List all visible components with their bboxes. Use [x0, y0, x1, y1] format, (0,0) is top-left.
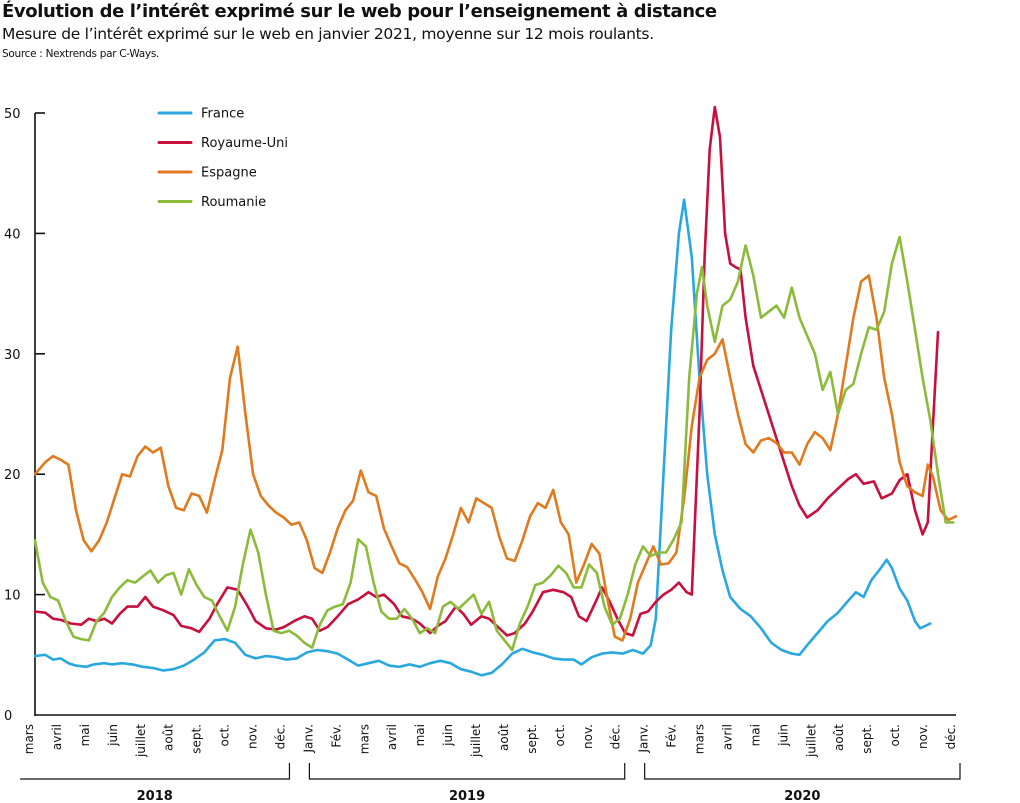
x-tick-label: mai: [413, 724, 427, 746]
legend: France Royaume-Uni Espagne Roumanie: [157, 107, 288, 210]
x-tick-label: août: [832, 724, 846, 751]
y-tick-label: 0: [4, 709, 12, 724]
x-tick-label: déc.: [609, 724, 623, 749]
x-tick-label: oct.: [553, 724, 567, 746]
x-tick-label: avril: [385, 724, 399, 750]
x-tick-label: déc.: [944, 724, 958, 749]
x-tick-label: juin: [441, 724, 455, 747]
x-tick-label: oct.: [218, 724, 232, 746]
legend-label: Espagne: [201, 166, 257, 181]
series-line-espagne: [33, 274, 958, 642]
x-tick-label: nov.: [916, 724, 930, 749]
x-tick-label: mars: [357, 724, 371, 754]
year-label: 2020: [784, 789, 820, 803]
x-tick-label: sept.: [525, 724, 539, 754]
x-tick-label: Janv.: [637, 724, 651, 753]
y-tick-label: 50: [4, 107, 21, 122]
axes: 0 10 20 30 40 50: [4, 107, 956, 724]
x-tick-label: août: [497, 724, 511, 751]
x-tick-label: juillet: [134, 724, 148, 758]
x-tick-label: avril: [50, 724, 64, 750]
x-tick-label: Janv.: [301, 724, 315, 753]
year-bracket: [644, 763, 961, 780]
x-tick-label: mai: [78, 724, 92, 746]
x-tick-label: nov.: [581, 724, 595, 749]
chart-source: Source : Nextrends par C-Ways.: [2, 48, 160, 60]
series-line-royaume-uni: [33, 105, 940, 637]
x-tick-label: Fév.: [665, 724, 679, 748]
legend-label: Royaume-Uni: [201, 136, 288, 151]
x-tick-label: mars: [22, 724, 36, 754]
series-line-roumanie: [33, 235, 955, 652]
x-axis: mars avril mai juin juillet août sept. oct. nov.…: [20, 724, 961, 803]
year-bracket: [20, 763, 291, 780]
legend-label: Roumanie: [201, 195, 266, 210]
x-tick-label: juin: [106, 724, 120, 747]
x-tick-label: mai: [748, 724, 762, 746]
y-tick-label: 30: [4, 348, 21, 363]
x-tick-label: Fév.: [329, 724, 343, 748]
x-tick-label: sept.: [190, 724, 204, 754]
legend-label: France: [201, 107, 244, 122]
x-tick-label: juin: [776, 724, 790, 747]
y-tick-label: 10: [4, 589, 21, 604]
x-tick-label: juillet: [469, 724, 483, 758]
x-tick-label: août: [162, 724, 176, 751]
year-bracket: [308, 763, 626, 780]
x-tick-label: déc.: [273, 724, 287, 749]
y-tick-label: 40: [4, 227, 21, 242]
x-tick-label: oct.: [888, 724, 902, 746]
year-label: 2019: [449, 789, 485, 803]
x-tick-label: sept.: [860, 724, 874, 754]
x-tick-label: juillet: [804, 724, 818, 758]
chart-title: Évolution de l’intérêt exprimé sur le we…: [2, 1, 717, 22]
x-tick-label: avril: [720, 724, 734, 750]
chart-subtitle: Mesure de l’intérêt exprimé sur le web e…: [2, 25, 654, 43]
x-tick-label: mars: [693, 724, 707, 754]
series-line-france: [33, 198, 932, 677]
y-tick-label: 20: [4, 468, 21, 483]
year-label: 2018: [137, 789, 173, 803]
x-tick-label: nov.: [246, 724, 260, 749]
series-lines: [33, 105, 958, 677]
